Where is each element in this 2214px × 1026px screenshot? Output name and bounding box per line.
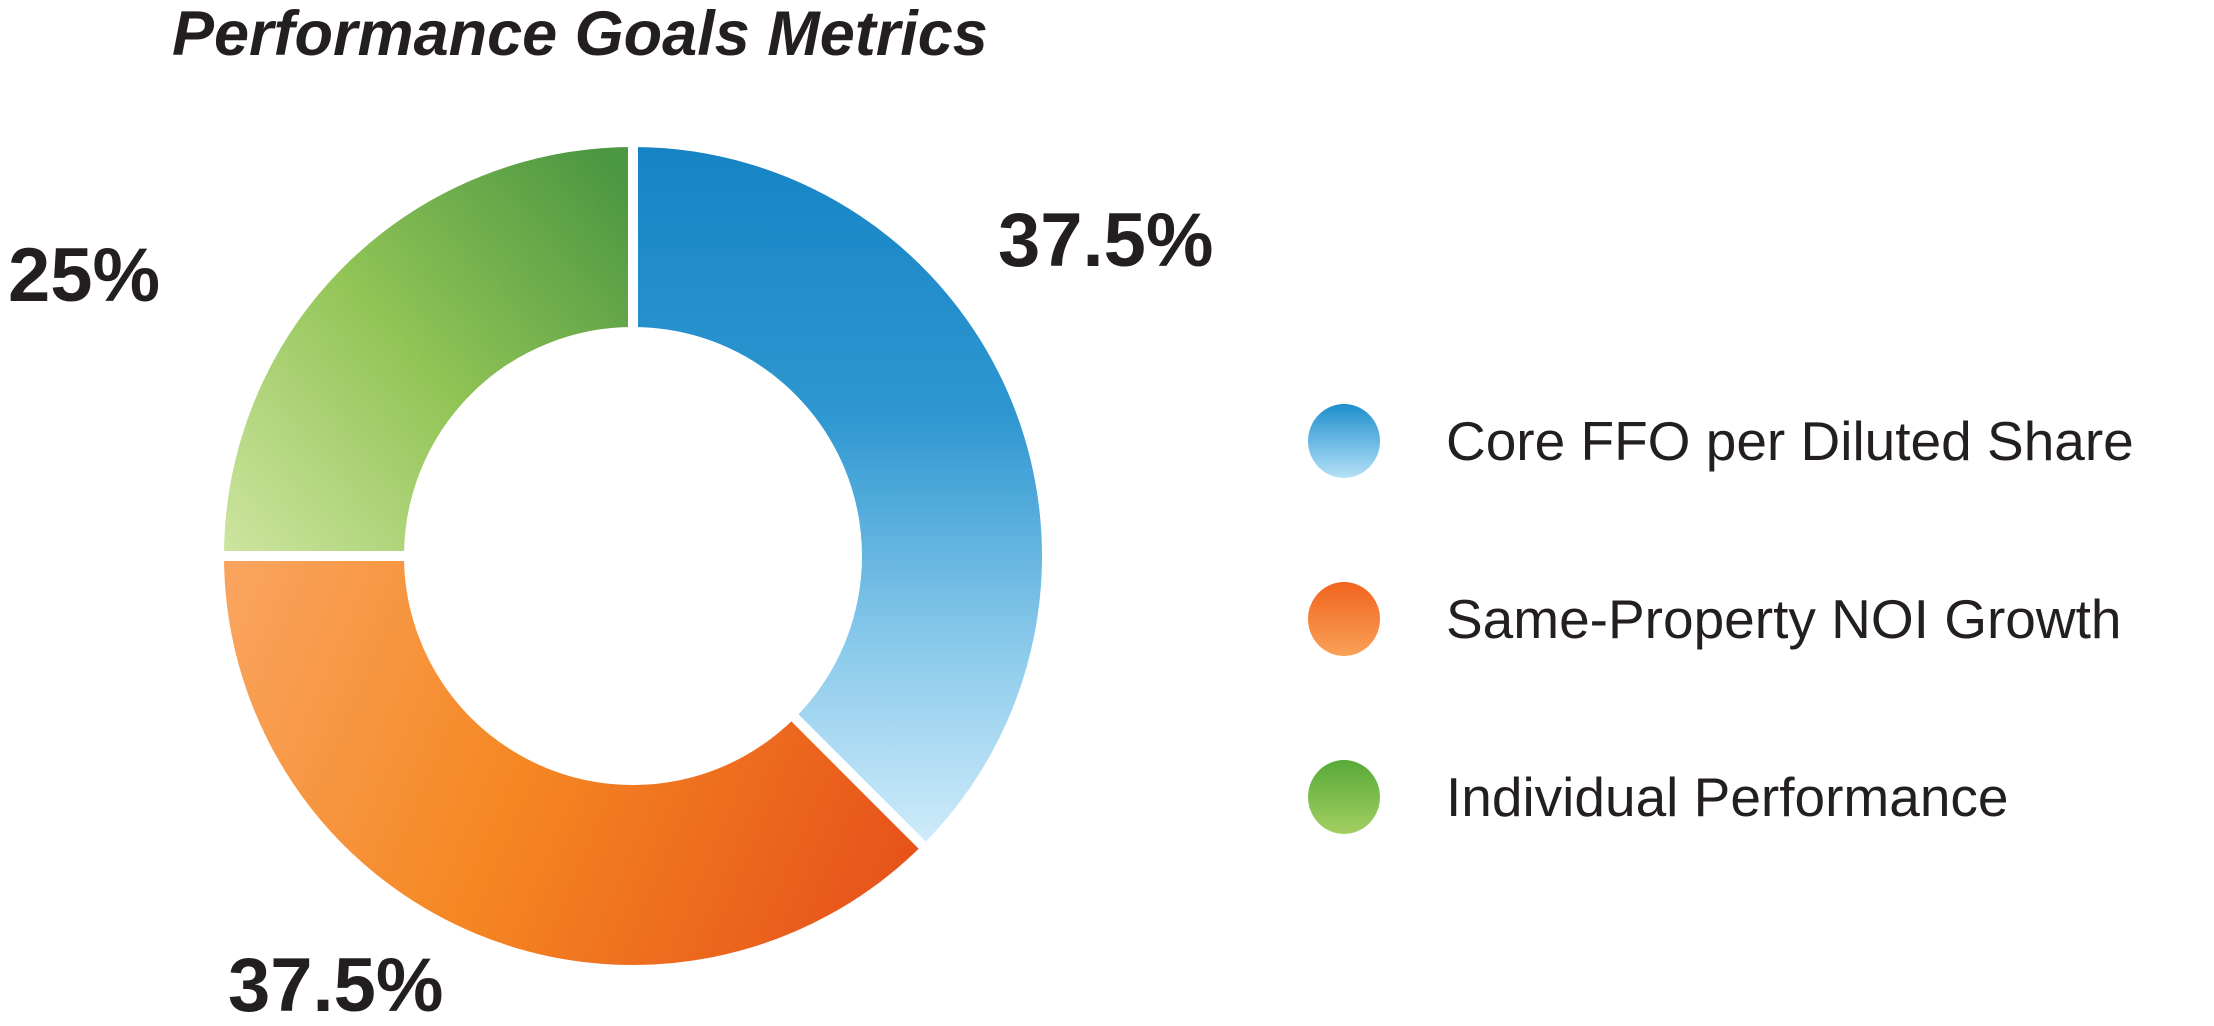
legend-item-individual: Individual Performance [1308, 760, 2134, 834]
legend-item-core-ffo: Core FFO per Diluted Share [1308, 404, 2134, 478]
value-label-core-ffo: 37.5% [998, 198, 1214, 283]
donut-segment-individual [213, 136, 638, 561]
legend-dot-orange-icon [1308, 582, 1380, 656]
legend-label-core-ffo: Core FFO per Diluted Share [1446, 409, 2134, 472]
legend-dot-green-icon [1308, 760, 1380, 834]
legend: Core FFO per Diluted Share Same-Property… [1308, 404, 2134, 834]
legend-label-individual: Individual Performance [1446, 765, 2009, 828]
donut-segment-same-property [213, 551, 933, 975]
legend-dot-blue-icon [1308, 404, 1380, 478]
chart-title: Performance Goals Metrics [172, 0, 988, 69]
value-label-individual: 25% [8, 233, 161, 318]
legend-label-same-property: Same-Property NOI Growth [1446, 587, 2122, 650]
donut-segment-core-ffo [628, 136, 1052, 856]
legend-item-same-property: Same-Property NOI Growth [1308, 582, 2134, 656]
value-label-same-property: 37.5% [228, 943, 444, 1026]
